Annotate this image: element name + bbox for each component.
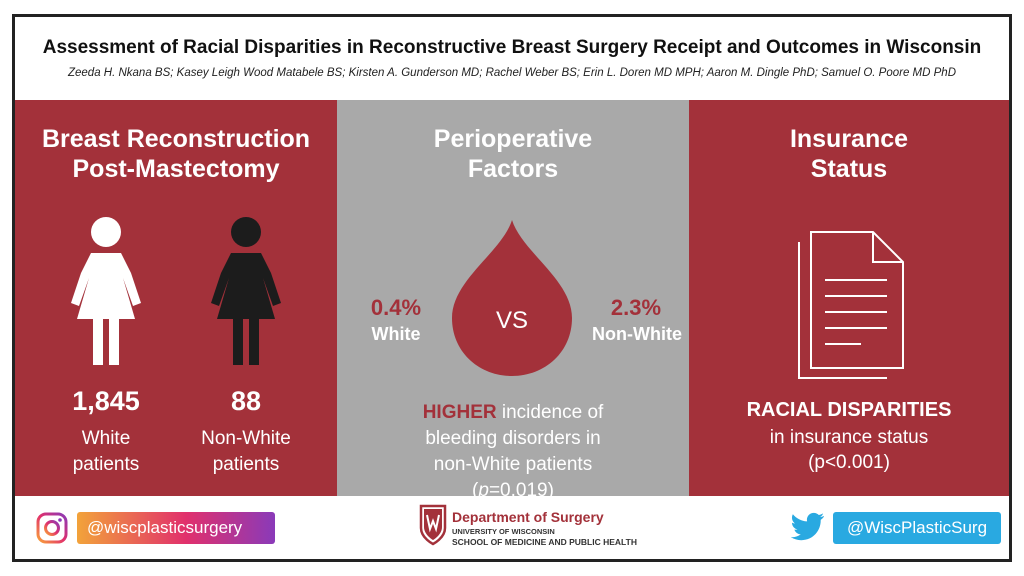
- white-bleeding-pct: 0.4%: [370, 295, 422, 320]
- infographic-frame: Assessment of Racial Disparities in Reco…: [12, 14, 1012, 562]
- finding-line: non-White patients: [433, 454, 593, 475]
- university-name: UNIVERSITY OF WISCONSIN: [452, 527, 555, 536]
- label-line: Non-White: [201, 428, 291, 449]
- department-name: Department of Surgery: [452, 509, 604, 525]
- header: Assessment of Racial Disparities in Reco…: [15, 17, 1009, 99]
- panels: Breast Reconstruction Post-Mastectomy 1,…: [15, 100, 1009, 501]
- uw-crest-icon: [419, 502, 447, 551]
- panel-breast-reconstruction: Breast Reconstruction Post-Mastectomy 1,…: [15, 100, 337, 496]
- panel-title-line: Perioperative: [433, 125, 593, 153]
- racial-disparities-heading: RACIAL DISPARITIES: [746, 399, 952, 421]
- authors-line: Zeeda H. Nkana BS; Kasey Leigh Wood Mata…: [67, 67, 956, 79]
- instagram-handle-link[interactable]: @wiscplasticsurgery: [77, 512, 275, 544]
- page-title: Assessment of Racial Disparities in Reco…: [42, 37, 982, 58]
- school-name: SCHOOL OF MEDICINE AND PUBLIC HEALTH: [452, 537, 637, 547]
- finding-p-value: (p=0.019): [472, 480, 554, 501]
- nonwhite-bleeding-label: Non-White: [592, 324, 682, 344]
- higher-highlight: HIGHER: [422, 402, 497, 423]
- bleeding-finding: HIGHER incidence of bleeding disorders i…: [337, 400, 689, 504]
- panel-title-line: Factors: [467, 155, 559, 183]
- p-value: =0.019: [488, 480, 548, 501]
- blood-drop-icon: VS: [450, 218, 574, 383]
- white-bleeding-label: White: [371, 324, 421, 344]
- woman-icon-black: [209, 215, 283, 367]
- woman-icon-white: [69, 215, 143, 367]
- panel-title-line: Insurance: [789, 125, 909, 153]
- finding-text: incidence of: [496, 402, 604, 423]
- p-symbol: p: [478, 480, 489, 501]
- footer: @wiscplasticsurgery Department of Surger…: [15, 496, 1009, 559]
- twitter-handle-link[interactable]: @WiscPlasticSurg: [833, 512, 1001, 544]
- vs-label: VS: [496, 307, 528, 334]
- disparities-text: in insurance status: [769, 427, 929, 448]
- label-line: White: [81, 428, 131, 449]
- panel-perioperative-factors: Perioperative Factors VS 0.4% White 2.3%…: [337, 100, 689, 501]
- panel-insurance-status: Insurance Status RACIAL DISPARITIES in i…: [689, 100, 1009, 496]
- panel-title-insurance: Insurance Status: [689, 124, 1009, 184]
- white-patient-label: White patients: [56, 426, 156, 478]
- label-line: patients: [72, 454, 140, 475]
- panel-title-line: Status: [810, 155, 888, 183]
- label-line: patients: [212, 454, 280, 475]
- finding-line: HIGHER incidence of: [337, 400, 689, 426]
- nonwhite-patient-label: Non-White patients: [176, 426, 316, 478]
- panel-title-perioperative: Perioperative Factors: [337, 124, 689, 184]
- instagram-icon[interactable]: [36, 512, 68, 549]
- panel-title-line: Breast Reconstruction: [41, 125, 311, 153]
- white-patient-count: 1,845: [72, 386, 140, 416]
- document-icon: [795, 230, 907, 387]
- nonwhite-patient-count: 88: [230, 386, 262, 416]
- nonwhite-bleeding-pct: 2.3%: [610, 295, 662, 320]
- panel-title-line: Post-Mastectomy: [72, 155, 280, 183]
- finding-line: bleeding disorders in: [425, 428, 601, 449]
- twitter-bird-icon[interactable]: [790, 512, 825, 547]
- disparities-p-value: (p<0.001): [808, 452, 890, 473]
- panel-title-reconstruction: Breast Reconstruction Post-Mastectomy: [15, 124, 337, 184]
